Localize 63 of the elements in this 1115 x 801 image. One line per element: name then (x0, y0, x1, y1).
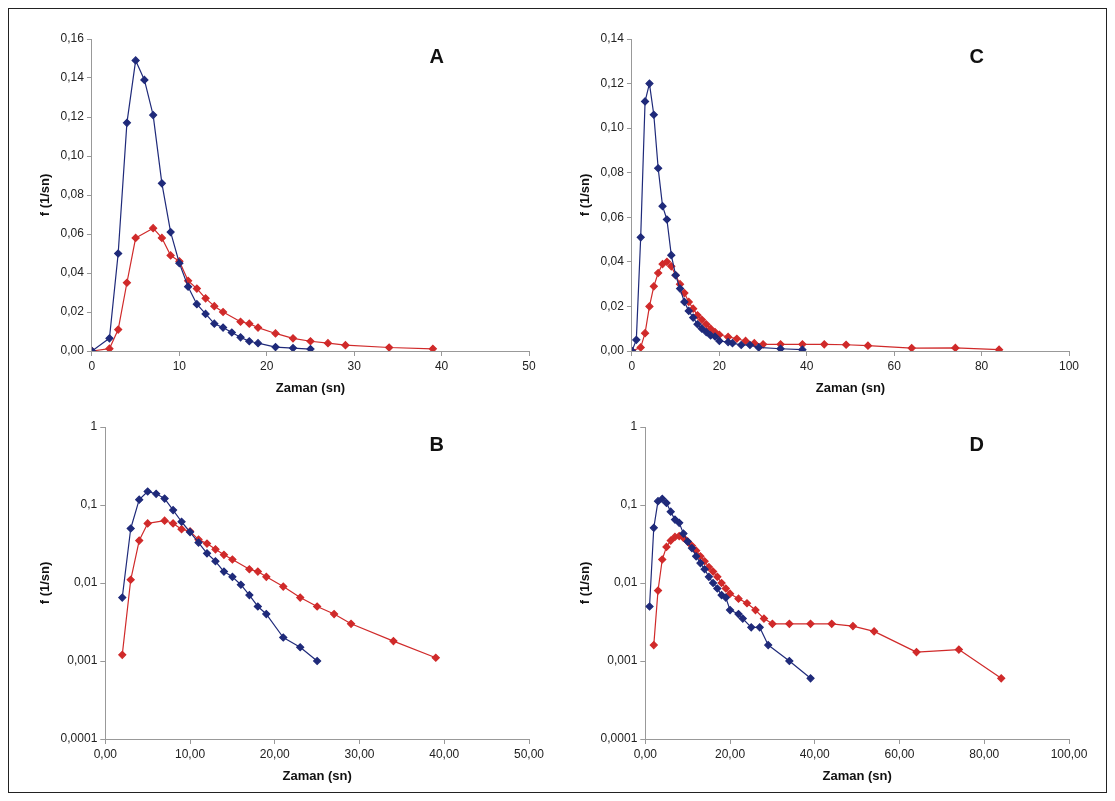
x-tick-label: 60 (887, 358, 902, 373)
chart-title: D (969, 432, 984, 455)
x-tick-label: 0 (88, 358, 96, 373)
x-axis-title: Zaman (sn) (822, 767, 892, 783)
x-tick-label: 10 (172, 358, 187, 373)
chart-title: A (429, 44, 444, 67)
x-axis-title: Zaman (sn) (815, 379, 886, 395)
chart-title: B (429, 432, 444, 455)
x-tick-label: 20 (260, 358, 274, 373)
x-tick-label: 40,00 (429, 746, 460, 761)
x-tick-label: 10,00 (175, 746, 206, 761)
x-tick-label: 50 (522, 358, 536, 373)
x-tick-label: 0 (628, 358, 636, 373)
y-axis-title: f (1/sn) (577, 173, 593, 217)
x-tick-label: 20,00 (259, 746, 291, 761)
y-tick-label: 0,00 (60, 343, 85, 358)
y-tick-label: 0,001 (67, 653, 98, 668)
y-tick-label: 0,001 (607, 653, 638, 668)
x-tick-label: 20,00 (715, 746, 746, 761)
y-tick-label: 0,01 (613, 575, 638, 590)
y-tick-label: 0,14 (600, 31, 625, 46)
x-tick-label: 50,00 (513, 746, 545, 761)
y-tick-label: 0,10 (600, 120, 625, 135)
y-axis-title: f (1/sn) (577, 561, 593, 605)
y-tick-label: 0,14 (60, 70, 85, 85)
y-axis-title: f (1/sn) (37, 173, 53, 217)
y-tick-label: 0,08 (600, 165, 625, 180)
x-tick-label: 0,00 (633, 746, 658, 761)
y-tick-label: 0,06 (600, 209, 625, 224)
x-tick-label: 80,00 (969, 746, 1000, 761)
y-tick-label: 0,1 (620, 497, 638, 512)
y-tick-label: 0,00 (600, 343, 625, 358)
x-tick-label: 0,00 (93, 746, 118, 761)
y-tick-label: 0,0001 (60, 731, 98, 746)
y-tick-label: 1 (90, 419, 98, 434)
y-tick-label: 0,02 (600, 298, 625, 313)
x-tick-label: 100 (1058, 358, 1080, 373)
x-tick-label: 30 (347, 358, 362, 373)
x-tick-label: 30,00 (344, 746, 375, 761)
y-tick-label: 0,04 (60, 265, 85, 280)
x-tick-label: 40 (434, 358, 449, 373)
y-tick-label: 0,16 (60, 31, 85, 46)
y-tick-label: 1 (630, 419, 638, 434)
y-tick-label: 0,12 (60, 109, 85, 124)
y-tick-label: 0,12 (600, 75, 625, 90)
y-tick-label: 0,0001 (600, 731, 638, 746)
chart-title: C (969, 44, 984, 67)
x-axis-title: Zaman (sn) (275, 379, 346, 395)
x-tick-label: 20 (712, 358, 727, 373)
y-tick-label: 0,04 (600, 254, 625, 269)
y-tick-label: 0,06 (60, 226, 85, 241)
x-tick-label: 40 (800, 358, 814, 373)
y-tick-label: 0,02 (60, 304, 85, 319)
x-tick-label: 60,00 (884, 746, 915, 761)
x-tick-label: 40,00 (799, 746, 831, 761)
y-tick-label: 0,1 (80, 497, 98, 512)
x-axis-title: Zaman (sn) (282, 767, 352, 783)
y-axis-title: f (1/sn) (37, 561, 53, 605)
x-tick-label: 100,00 (1050, 746, 1088, 761)
x-tick-label: 80 (974, 358, 989, 373)
y-tick-label: 0,08 (60, 187, 85, 202)
y-tick-label: 0,10 (60, 148, 85, 163)
y-tick-label: 0,01 (73, 575, 98, 590)
